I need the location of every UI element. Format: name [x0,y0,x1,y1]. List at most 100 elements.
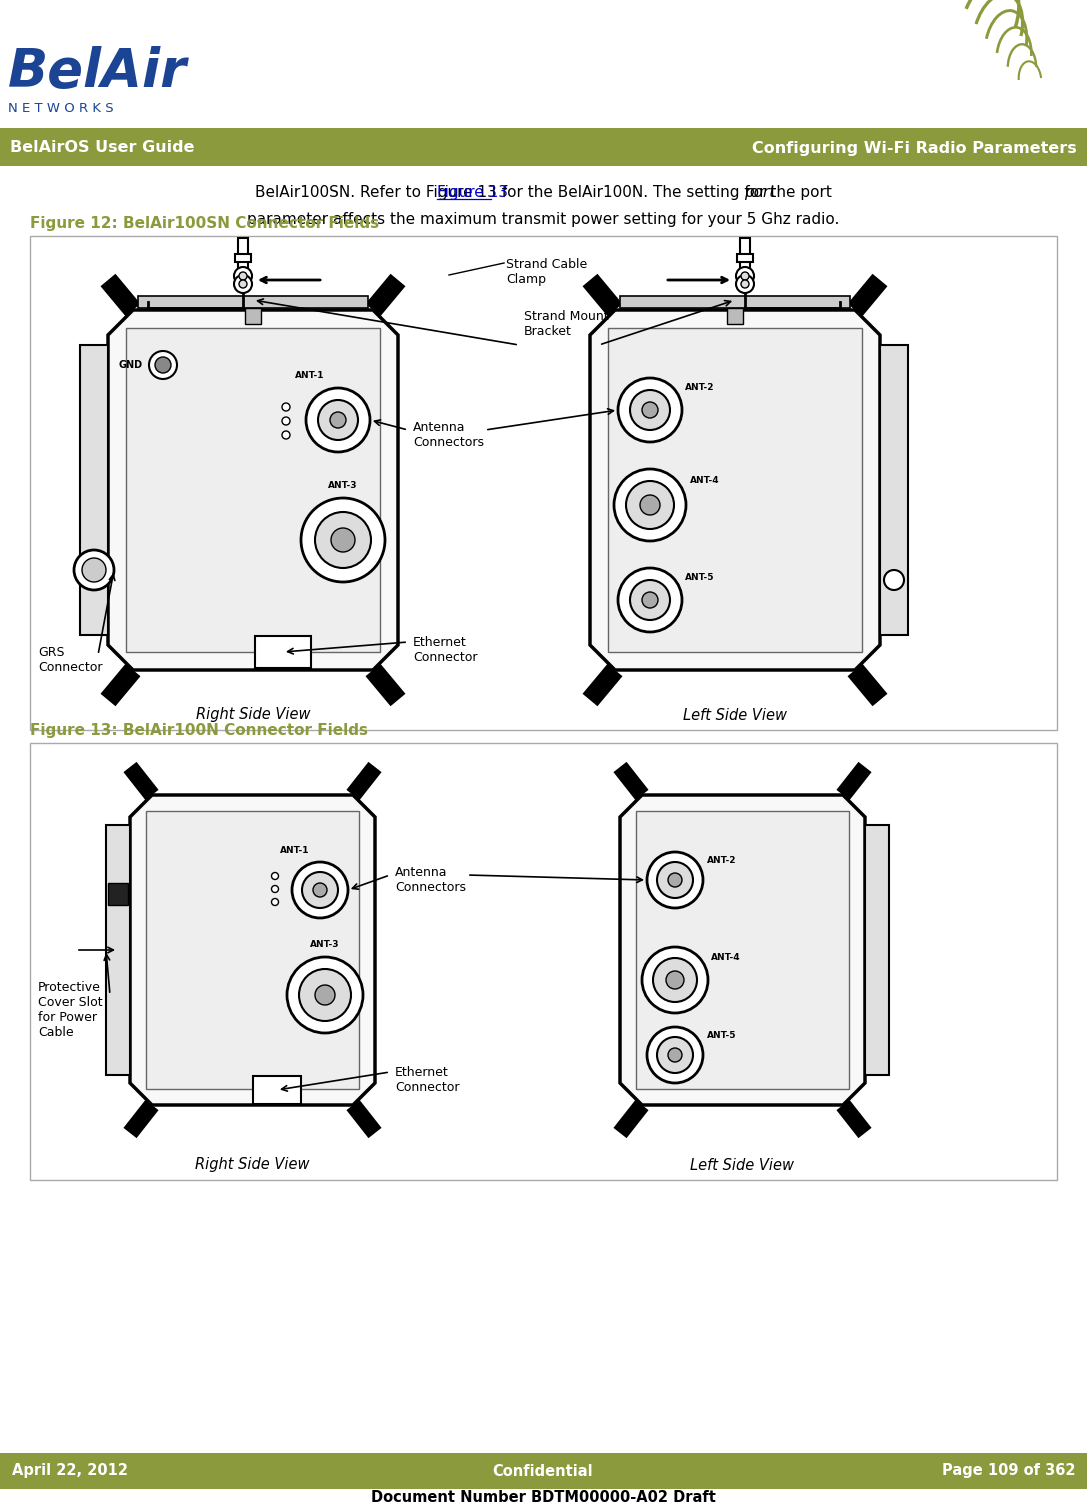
Bar [238,239,248,267]
Bar [880,345,908,635]
Circle shape [272,885,278,893]
Bar [30,743,1057,1180]
Circle shape [155,357,171,373]
Circle shape [614,468,686,541]
Circle shape [736,275,754,293]
Circle shape [653,958,697,1002]
Text: Configuring Wi-Fi Radio Parameters: Configuring Wi-Fi Radio Parameters [752,141,1077,156]
Circle shape [657,1037,694,1073]
Circle shape [239,280,247,289]
Circle shape [669,1049,682,1062]
Bar [80,345,108,635]
Bar [146,811,359,1089]
Text: N E T W O R K S: N E T W O R K S [8,101,114,115]
Text: Left Side View: Left Side View [690,1157,794,1173]
Bar [253,1076,301,1105]
Circle shape [299,969,351,1021]
Text: Ethernet
Connector: Ethernet Connector [395,1065,460,1094]
Text: ANT-3: ANT-3 [310,940,340,949]
Bar [138,296,368,308]
Circle shape [741,280,749,289]
Circle shape [642,592,658,607]
Text: Antenna
Connectors: Antenna Connectors [395,866,466,895]
Text: parameter affects the maximum transmit power setting for your 5 Ghz radio.: parameter affects the maximum transmit p… [247,212,839,227]
Circle shape [313,882,327,898]
Text: BelAir100SN. Refer to Figure 13 for the BelAir100N. The setting for the port: BelAir100SN. Refer to Figure 13 for the … [254,184,832,199]
Text: ANT-2: ANT-2 [707,857,737,864]
Bar [0,1454,1087,1488]
Text: Right Side View: Right Side View [196,707,310,722]
Circle shape [292,861,348,919]
Circle shape [630,580,670,620]
Circle shape [302,872,338,908]
Text: GND: GND [118,360,143,370]
Circle shape [736,267,754,286]
Bar [737,254,753,261]
Bar [620,296,850,308]
Text: BelAir: BelAir [8,45,187,98]
Circle shape [666,972,684,990]
Text: ANT-1: ANT-1 [280,846,310,855]
Circle shape [741,272,749,280]
Text: Left Side View: Left Side View [683,707,787,722]
Circle shape [330,413,346,428]
Circle shape [282,417,290,425]
Text: ANT-1: ANT-1 [296,372,325,379]
Circle shape [626,480,674,529]
Bar [740,239,750,267]
Polygon shape [620,795,865,1105]
Circle shape [619,568,682,632]
Text: ANT-5: ANT-5 [685,573,714,582]
Text: GRS
Connector: GRS Connector [38,647,102,674]
Bar [30,236,1057,730]
Text: Figure 13: Figure 13 [437,184,508,199]
Circle shape [332,527,355,552]
Circle shape [282,431,290,440]
Circle shape [74,550,114,589]
Polygon shape [130,795,375,1105]
Text: Document Number BDTM00000-A02 Draft: Document Number BDTM00000-A02 Draft [371,1490,715,1505]
Text: ANT-4: ANT-4 [711,953,740,963]
Circle shape [287,956,363,1034]
Text: Ethernet
Connector: Ethernet Connector [413,636,477,663]
Text: April 22, 2012: April 22, 2012 [12,1464,128,1478]
Text: ANT-4: ANT-4 [690,476,720,485]
Bar [235,254,251,261]
Circle shape [315,512,371,568]
Bar [0,128,1087,130]
Circle shape [647,1027,703,1083]
Circle shape [301,499,385,582]
Text: Confidential: Confidential [492,1464,594,1478]
Circle shape [239,272,247,280]
Circle shape [307,388,370,452]
Circle shape [272,872,278,879]
Bar [126,328,380,653]
Bar [108,882,128,905]
Text: ANT-3: ANT-3 [328,480,358,490]
Circle shape [642,402,658,419]
Circle shape [272,899,278,905]
Text: Page 109 of 362: Page 109 of 362 [941,1464,1075,1478]
Text: Right Side View: Right Side View [195,1157,309,1173]
Circle shape [234,275,252,293]
Circle shape [630,390,670,431]
Text: Figure 12: BelAir100SN Connector Fields: Figure 12: BelAir100SN Connector Fields [30,216,379,231]
Circle shape [647,852,703,908]
Text: Antenna
Connectors: Antenna Connectors [413,422,484,449]
Bar [245,308,261,323]
Circle shape [642,947,708,1012]
Bar [727,308,744,323]
Circle shape [640,496,660,515]
Text: port: port [744,184,775,199]
Text: BelAirOS User Guide: BelAirOS User Guide [10,141,195,156]
Bar [255,636,311,668]
Polygon shape [590,310,880,669]
Text: Strand Cable
Clamp: Strand Cable Clamp [507,258,587,286]
Text: ANT-5: ANT-5 [707,1031,737,1040]
Circle shape [318,400,358,440]
Polygon shape [108,310,398,669]
Circle shape [234,267,252,286]
Bar [608,328,862,653]
Text: Strand Mount
Bracket: Strand Mount Bracket [524,310,609,338]
Circle shape [619,378,682,443]
